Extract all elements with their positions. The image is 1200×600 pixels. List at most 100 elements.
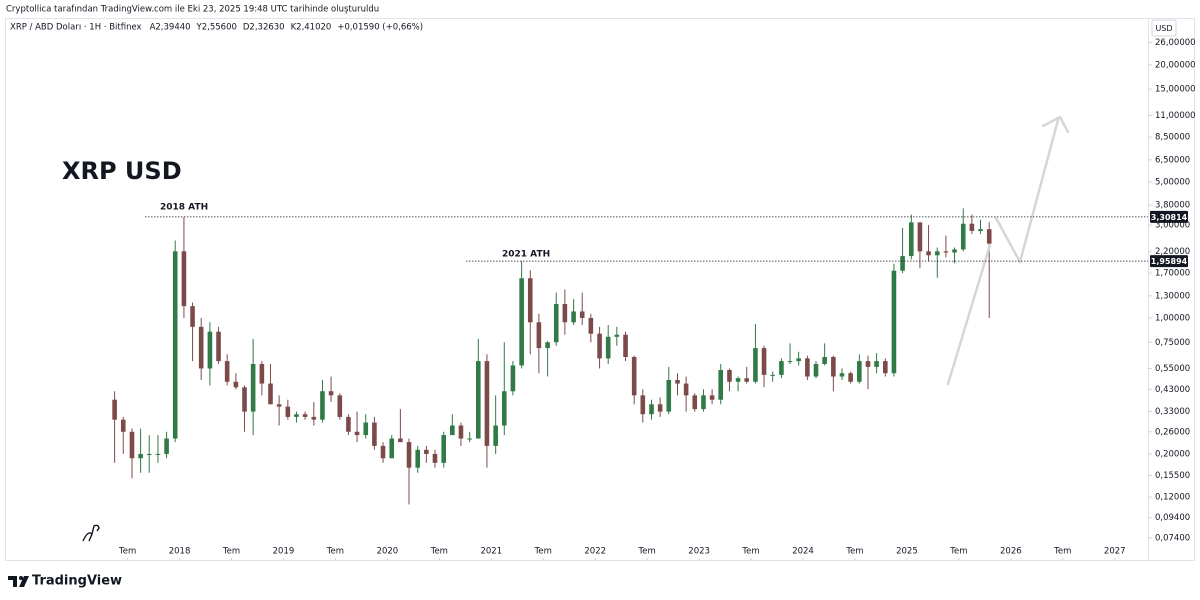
candle-body: [960, 223, 966, 250]
candle-body: [675, 379, 680, 384]
ohlc-value: K2,41020: [291, 23, 332, 33]
candle-body: [822, 356, 827, 364]
candle-body: [839, 373, 845, 377]
trend-arrow: [946, 243, 992, 386]
symbol-title: XRP / ABD Doları · 1H · Bitfinex: [10, 23, 142, 33]
caption: Cryptollica tarafından TradingView.com i…: [6, 5, 379, 15]
candle-body: [190, 306, 195, 327]
candle-body: [623, 334, 628, 357]
candle-body: [857, 361, 862, 382]
x-tick-label: Tem: [222, 547, 240, 557]
candle-body: [164, 438, 169, 454]
y-tick-label: 11,00000: [1155, 111, 1196, 121]
candle-body: [735, 378, 741, 382]
candle-body: [883, 361, 888, 374]
y-tick-label: 15,00000: [1155, 85, 1196, 95]
y-tick-label: 0,55000: [1155, 364, 1190, 374]
candle-body: [813, 363, 819, 377]
candle-body: [181, 251, 187, 307]
candle-body: [276, 404, 282, 407]
y-tick-label: 0,43000: [1155, 385, 1190, 395]
logo-dot: [19, 576, 23, 580]
candle-body: [510, 365, 516, 392]
y-tick-label: 3,00000: [1155, 221, 1190, 231]
y-tick-label: 0,09400: [1155, 513, 1190, 523]
currency[interactable]: USD: [1155, 24, 1172, 33]
candle-body: [476, 361, 481, 439]
candle-body: [683, 383, 689, 396]
price-label: 1,95894: [1151, 257, 1188, 266]
y-tick-label: 8,50000: [1155, 133, 1190, 143]
x-tick-label: Tem: [845, 547, 863, 557]
price-label-box: [1150, 210, 1188, 223]
candle-body: [138, 453, 143, 459]
candle-body: [848, 373, 853, 382]
candle-body: [519, 278, 524, 366]
projection-drawing: [946, 115, 1070, 386]
candle-body: [346, 416, 351, 432]
y-tick-label: 0,33000: [1155, 407, 1190, 417]
candle-body: [406, 442, 412, 468]
ohlc-value: D2,32630: [243, 23, 285, 33]
projection-path: [994, 118, 1060, 264]
y-tick-label: 0,12000: [1155, 493, 1190, 503]
candle-body: [501, 391, 507, 426]
x-tick-label: Tem: [1053, 547, 1071, 557]
candle-body: [640, 395, 646, 415]
x-tick-label: Tem: [534, 547, 552, 557]
candle-body: [969, 223, 975, 231]
currency-box[interactable]: [1151, 19, 1177, 37]
candle-body: [926, 251, 931, 256]
candle-body: [588, 317, 594, 334]
candle-body: [831, 356, 836, 377]
x-tick-label: Tem: [638, 547, 656, 557]
candle-body: [787, 361, 793, 363]
x-tick-label: Tem: [326, 547, 344, 557]
candle-body: [709, 395, 715, 400]
candle-body: [415, 449, 421, 468]
brand-logo: [8, 576, 29, 587]
x-tick-label: 2027: [1104, 547, 1126, 557]
ath-annotation: 2018 ATH: [160, 203, 208, 213]
y-tick-label: 1,00000: [1155, 313, 1190, 323]
candle-body: [744, 378, 750, 382]
candle-body: [120, 419, 126, 432]
candle-body: [986, 229, 992, 244]
candle-body: [779, 361, 784, 375]
candle-body: [285, 406, 291, 417]
ohlc-value: +0,01590 (+0,66%): [337, 23, 423, 33]
candle-body: [943, 251, 949, 253]
candle-body: [198, 326, 204, 369]
dino-icon: [82, 524, 100, 542]
ohlc-legend: XRP / ABD Doları · 1H · Bitfinex A2,3944…: [10, 23, 423, 33]
price-label: 3,30814: [1151, 213, 1188, 222]
candle-body: [450, 425, 455, 436]
x-tick-label: Tem: [949, 547, 967, 557]
candle-body: [597, 333, 602, 359]
candle-body: [649, 404, 654, 415]
x-tick-label: Tem: [430, 547, 448, 557]
candle-body: [224, 361, 230, 382]
candle-body: [389, 438, 395, 459]
x-tick-label: 2026: [1000, 547, 1022, 557]
y-tick-label: 5,00000: [1155, 177, 1190, 187]
candle-body: [614, 334, 620, 337]
y-tick-label: 1,70000: [1155, 269, 1190, 279]
candle-body: [302, 414, 308, 417]
candle-body: [657, 404, 663, 412]
ath-annotation: 2021 ATH: [502, 250, 550, 260]
y-tick-label: 0,75000: [1155, 338, 1190, 348]
candle-body: [605, 336, 611, 359]
candle-body: [216, 331, 221, 362]
candle-body: [250, 363, 256, 412]
candle-body: [311, 416, 317, 420]
candle-body: [952, 249, 957, 253]
candle-body: [579, 311, 585, 318]
candle-body: [172, 251, 178, 439]
candle-body: [294, 414, 299, 417]
ohlc-value: Y2,55600: [196, 23, 237, 33]
candle-body: [553, 303, 559, 343]
candle-body: [372, 422, 377, 446]
candle-body: [207, 331, 213, 369]
